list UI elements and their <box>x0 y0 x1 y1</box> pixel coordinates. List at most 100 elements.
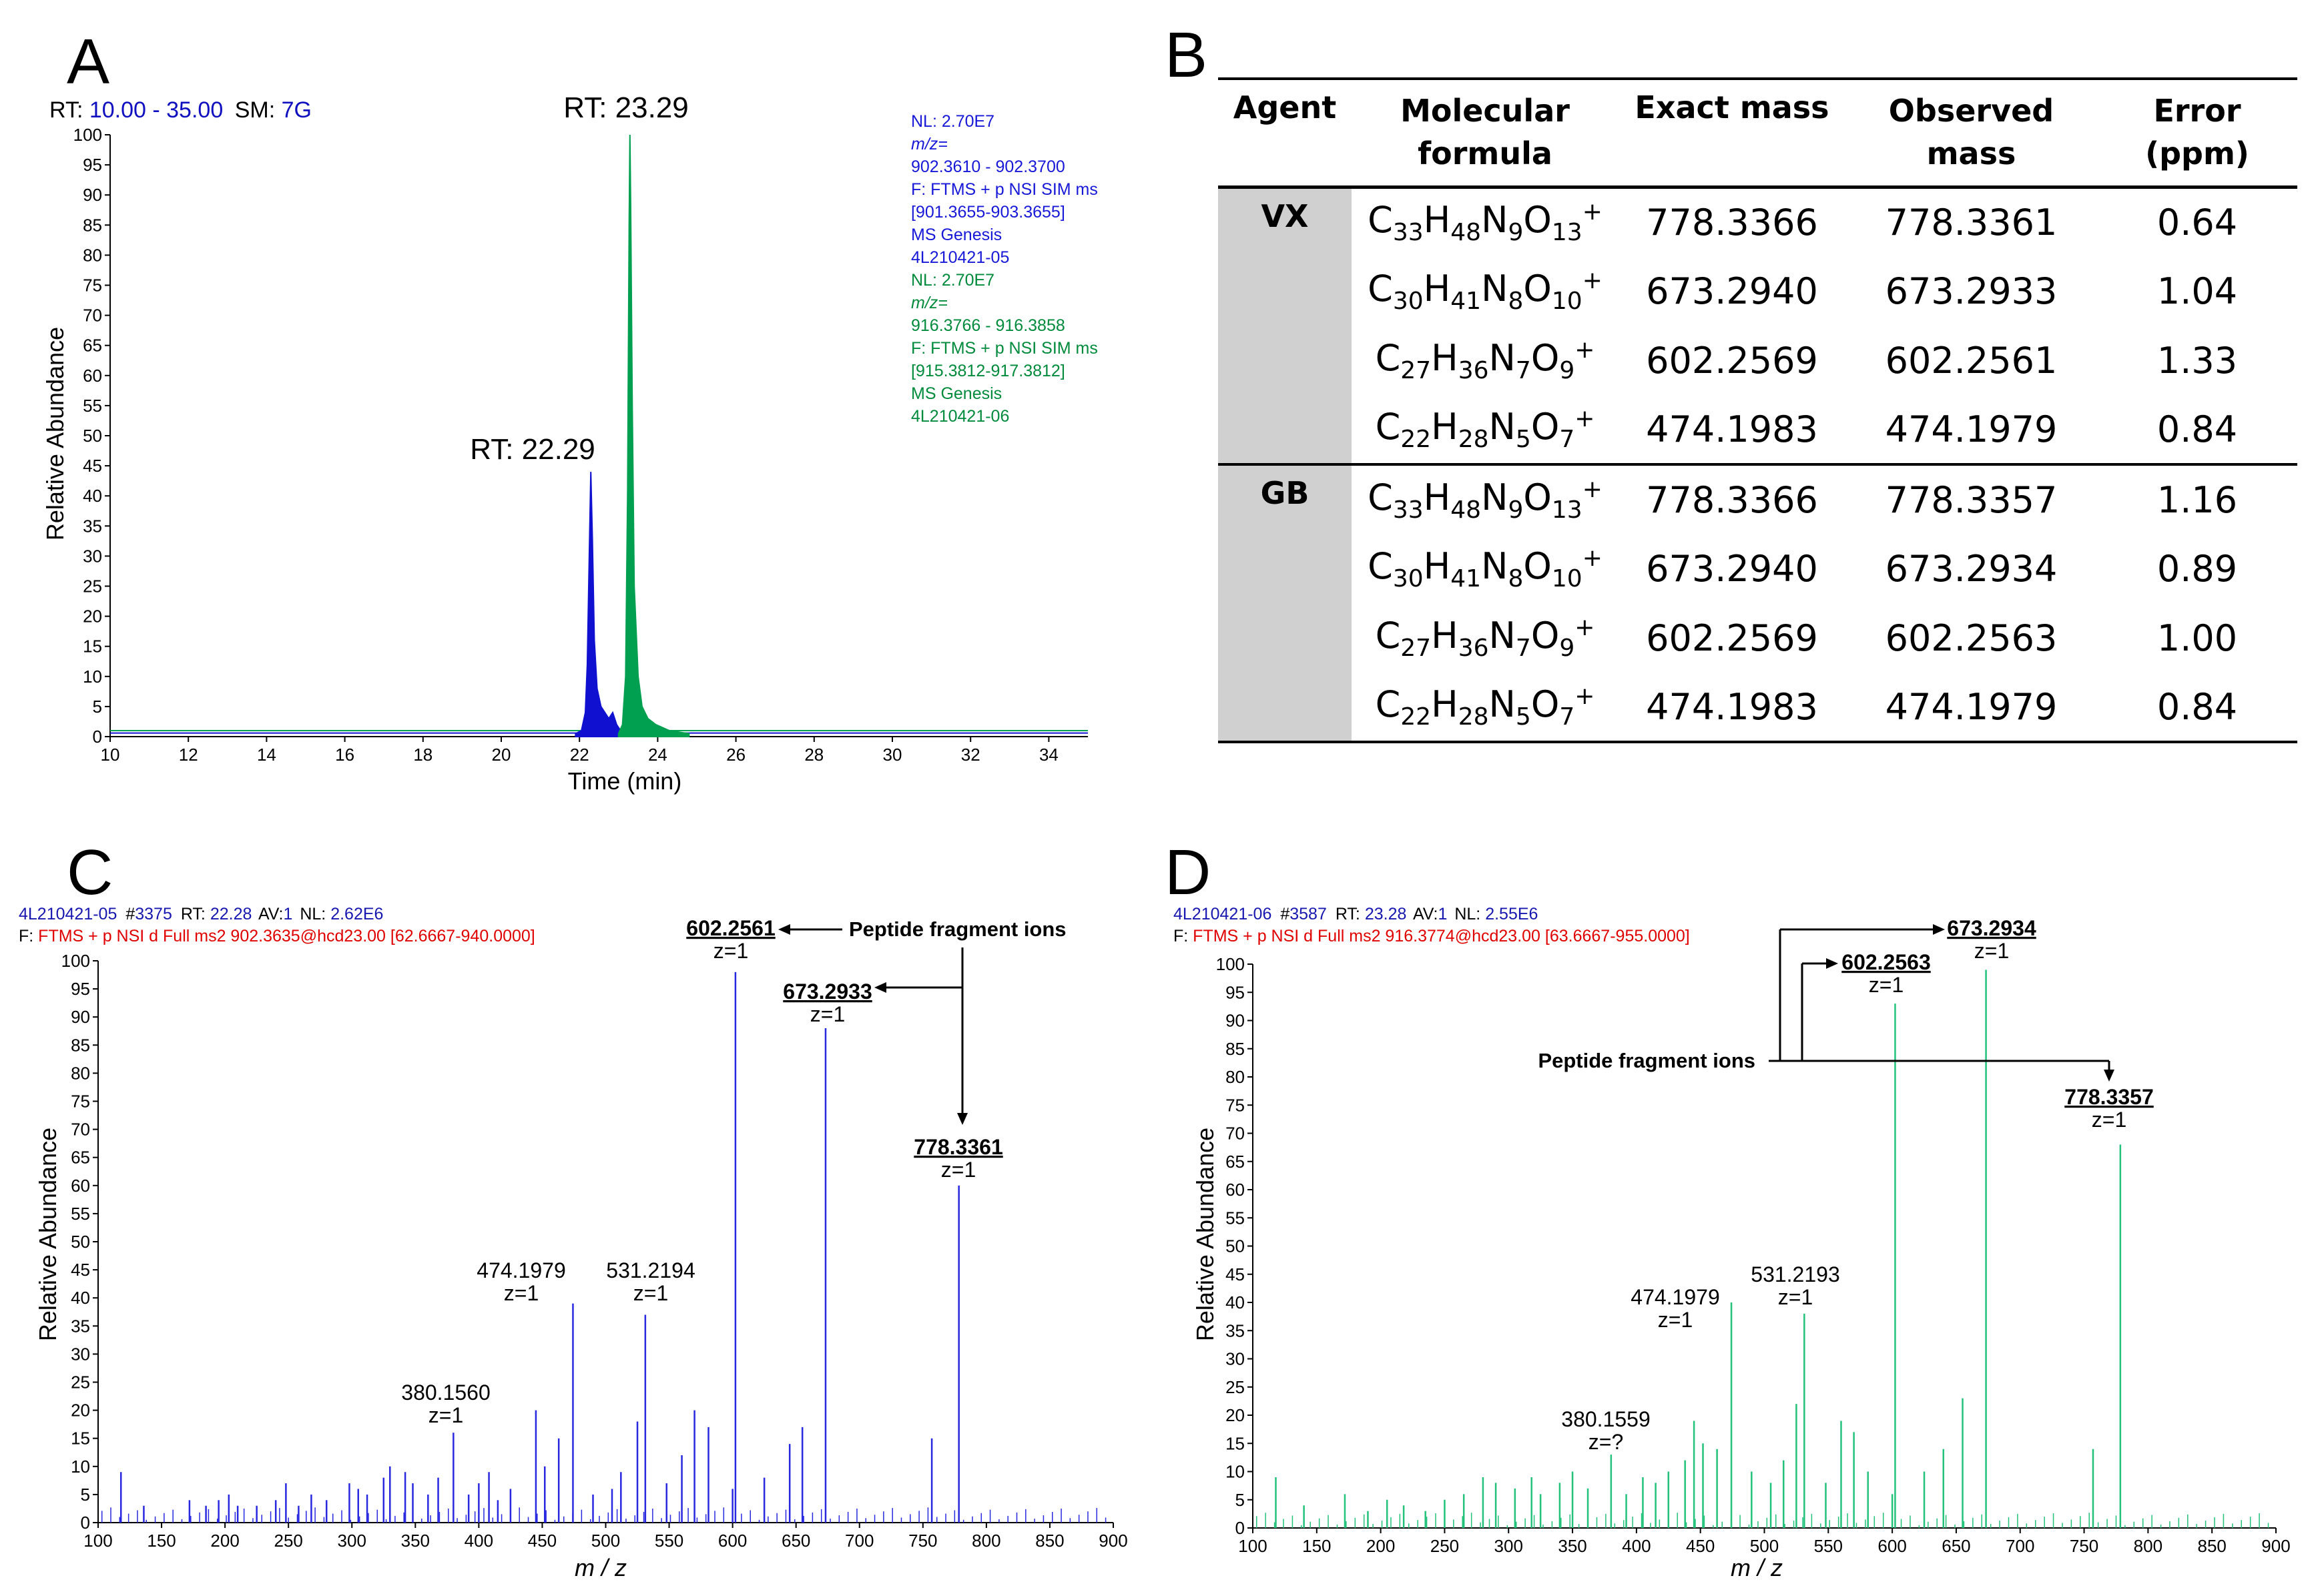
header-observed-l1: Observed <box>1888 93 2054 129</box>
observed-value: 778.3361 <box>1885 201 2058 244</box>
formula-element: O <box>1523 545 1552 588</box>
chrom-a-y-tick-label: 90 <box>83 185 102 205</box>
panel-b-top-line <box>1218 77 2297 80</box>
formula-cell: C27H36N7O9+ <box>1352 326 1619 395</box>
spectrum-c-x-tick-label: 200 <box>210 1531 239 1551</box>
spectrum-c-peak-label-mz: 380.1560 <box>401 1380 490 1405</box>
spectrum-d-peak-label-mz: 474.1979 <box>1631 1285 1719 1309</box>
spectrum-d-y-tick-label: 20 <box>1225 1405 1245 1425</box>
spectrum-d-y-tick-label: 45 <box>1225 1264 1245 1284</box>
spectrum-d-y-tick-label: 60 <box>1225 1180 1245 1200</box>
observed-cell: 602.2561 <box>1845 326 2097 395</box>
spectrum-c-x-tick-label: 500 <box>591 1531 620 1551</box>
info-green-line: MS Genesis <box>911 384 1002 403</box>
formula-subscript: 9 <box>1559 634 1575 662</box>
fragment-annotation-d <box>1769 924 2114 1082</box>
spectrum-d-peak-label-mz: 778.3357 <box>2064 1085 2153 1109</box>
spectrum-d-x-tick-label: 600 <box>1877 1536 1906 1556</box>
chrom-a-y-tick-label: 40 <box>83 486 102 506</box>
formula-element: H <box>1423 199 1451 242</box>
chrom-a-x-tick-label: 18 <box>413 745 432 765</box>
peak-labels-d: 380.1559z=?474.1979z=1531.2193z=1602.256… <box>1561 916 2153 1454</box>
info-blue-line: [901.3655-903.3655] <box>911 203 1065 222</box>
header-agent: Agent <box>1233 89 1337 125</box>
agent-cell: GB <box>1218 464 1352 742</box>
formula-charge: + <box>1574 336 1595 364</box>
formula-subscript: 48 <box>1450 496 1482 524</box>
header-formula-l2: formula <box>1418 135 1552 171</box>
formula-subscript: 10 <box>1551 564 1582 592</box>
formula-element: O <box>1523 268 1552 310</box>
y-axis-title-c: Relative Abundance <box>34 1128 61 1341</box>
formula-element: N <box>1481 476 1508 519</box>
spectrum-d-x-tick-label: 750 <box>2070 1536 2098 1556</box>
spectrum-d-y-tick-label: 75 <box>1225 1095 1245 1115</box>
header-nl-d: 2.55E6 <box>1485 905 1538 923</box>
observed-cell: 673.2933 <box>1845 256 2097 326</box>
spectrum-c-peak-label-z: z=1 <box>810 1002 845 1026</box>
spectrum-c-y-tick-label: 30 <box>71 1344 90 1364</box>
spectrum-d-peak-label-z: z=1 <box>1658 1308 1693 1332</box>
formula-cell: C33H48N9O13+ <box>1352 464 1619 534</box>
formula-charge: + <box>1582 198 1603 226</box>
arrowhead-602-d <box>1826 958 1838 969</box>
header-rt-range-value: 10.00 - 35.00 <box>89 97 223 123</box>
formula-element: N <box>1481 199 1508 242</box>
formula-element: H <box>1423 476 1451 519</box>
chrom-a-x-tick-label: 26 <box>726 745 746 765</box>
header-av-d: 1 <box>1438 905 1447 923</box>
spectrum-d-x-tick-label: 700 <box>2006 1536 2034 1556</box>
header-prefix-c: F: <box>19 927 33 945</box>
arrowhead-778-d <box>2104 1070 2114 1082</box>
header-rt-label-d: RT: <box>1336 905 1360 923</box>
observed-value: 673.2934 <box>1885 547 2058 590</box>
chrom-a-y-tick-label: 70 <box>83 306 102 326</box>
table-row: C27H36N7O9+ 602.2569 602.2563 1.00 <box>1218 603 2297 673</box>
formula-subscript: 28 <box>1458 703 1489 731</box>
formula-element: C <box>1375 406 1401 448</box>
info-blue-line: 902.3610 - 902.3700 <box>911 157 1065 176</box>
header-scan-c: 3375 <box>135 905 172 923</box>
error-cell: 1.33 <box>2097 326 2297 395</box>
chrom-a-x-tick-label: 20 <box>492 745 511 765</box>
error-cell: 1.16 <box>2097 464 2297 534</box>
formula-charge: + <box>1574 614 1595 642</box>
observed-cell: 673.2934 <box>1845 534 2097 603</box>
header-av-label-c: AV: <box>258 905 284 923</box>
info-blue-line: 4L210421-05 <box>911 248 1009 267</box>
formula-subscript: 7 <box>1515 634 1531 662</box>
spectrum-c-x-tick-label: 800 <box>972 1531 1000 1551</box>
observed-cell: 602.2563 <box>1845 603 2097 673</box>
spectrum-c-x-tick-label: 300 <box>338 1531 366 1551</box>
formula-element: H <box>1431 615 1458 657</box>
formula-subscript: 27 <box>1400 356 1432 384</box>
spectrum-d-x-tick-label: 350 <box>1558 1536 1586 1556</box>
formula-element: N <box>1488 615 1516 657</box>
observed-cell: 474.1979 <box>1845 673 2097 742</box>
error-cell: 0.64 <box>2097 187 2297 256</box>
spectrum-d-x-tick-label: 250 <box>1430 1536 1459 1556</box>
spectrum-c-x-tick-label: 150 <box>147 1531 176 1551</box>
header-error-l2: (ppm) <box>2145 135 2249 171</box>
spectrum-header-line2-d: F: FTMS + p NSI d Full ms2 916.3774@hcd2… <box>1173 927 1690 945</box>
formula-element: C <box>1375 615 1401 657</box>
header-sm-value: 7G <box>282 97 312 123</box>
spectrum-c-x-tick-label: 850 <box>1035 1531 1064 1551</box>
observed-value: 602.2561 <box>1885 339 2058 382</box>
chrom-a-x-tick-label: 32 <box>961 745 980 765</box>
table-row: C27H36N7O9+ 602.2569 602.2561 1.33 <box>1218 326 2297 395</box>
exact-value: 778.3366 <box>1646 478 1818 521</box>
spectrum-c-peak-label-z: z=1 <box>713 939 748 963</box>
exact-cell: 778.3366 <box>1619 464 1845 534</box>
spectrum-c-y-tick-label: 70 <box>71 1120 90 1140</box>
spectrum-c-y-tick-label: 55 <box>71 1204 90 1224</box>
formula-cell: C22H28N5O7+ <box>1352 395 1619 464</box>
exact-cell: 474.1983 <box>1619 395 1845 464</box>
plot-area-c: 0 5 10 15 20 25 30 35 40 45 50 55 60 65 70 75 80 85 90 95 10… <box>61 951 1128 1551</box>
formula-subscript: 48 <box>1450 219 1482 247</box>
chrom-a-y-tick-label: 80 <box>83 245 102 265</box>
x-axis-title-c: m / z <box>575 1554 627 1581</box>
header-nl-label-c: NL: <box>300 905 326 923</box>
formula-subscript: 7 <box>1559 703 1575 731</box>
formula-element: N <box>1481 268 1508 310</box>
